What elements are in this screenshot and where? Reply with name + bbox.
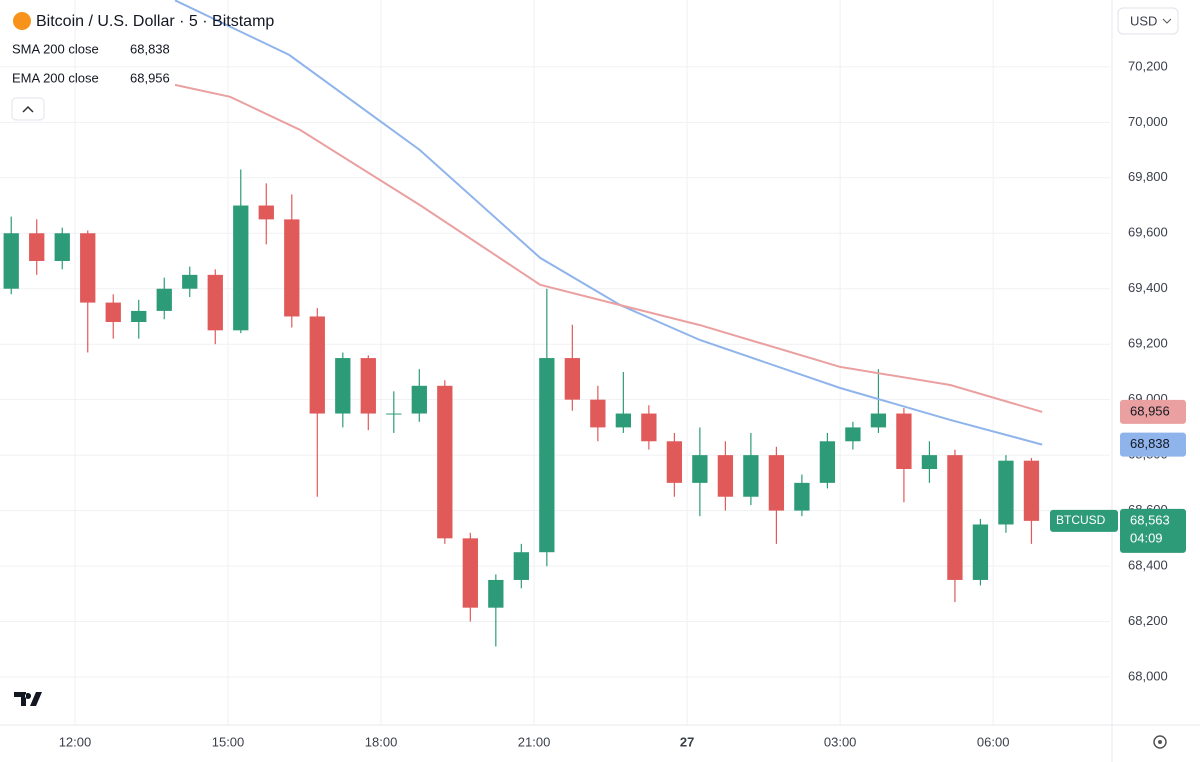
candle-body: [743, 455, 759, 497]
y-tick-label: 69,200: [1128, 336, 1168, 351]
x-tick-label: 03:00: [824, 734, 857, 749]
candle-body: [131, 310, 147, 323]
candle-body: [539, 358, 555, 553]
ma-line: [174, 83, 1043, 413]
x-tick-label: 27: [680, 734, 694, 749]
candle-body: [921, 455, 938, 470]
candle-body: [717, 455, 734, 497]
plot-area: [3, 0, 1043, 647]
symbol-tag: [1050, 509, 1118, 532]
candle-body: [615, 413, 632, 428]
candle-body: [845, 427, 861, 442]
currency-label[interactable]: USD: [1130, 13, 1157, 28]
legend-name: EMA 200 close: [12, 70, 99, 85]
x-tick-label: 21:00: [518, 734, 551, 749]
price-tag-label: 68,838: [1130, 436, 1170, 451]
candle-body: [870, 413, 887, 428]
candle-body: [29, 233, 45, 261]
settings-icon[interactable]: [1153, 735, 1167, 749]
candle-body: [258, 205, 274, 220]
y-tick-label: 69,800: [1128, 169, 1168, 184]
price-tag-label: 68,956: [1130, 403, 1170, 418]
y-tick-label: 70,200: [1128, 58, 1168, 73]
settings-icon-center: [1158, 740, 1162, 744]
candle-body: [590, 399, 606, 428]
x-tick-label: 18:00: [365, 734, 398, 749]
x-tick-label: 06:00: [977, 734, 1010, 749]
candle-body: [335, 358, 351, 414]
y-tick-label: 68,400: [1128, 558, 1168, 573]
legend-name: SMA 200 close: [12, 41, 99, 56]
dropdown-icon: [1162, 18, 1172, 24]
candle-body: [284, 219, 300, 317]
candle-body: [947, 455, 963, 580]
countdown-label: 04:09: [1130, 530, 1163, 545]
grid: [0, 0, 1110, 725]
x-tick-label: 15:00: [212, 734, 245, 749]
legend-value: 68,838: [130, 41, 170, 56]
bitcoin-icon: [13, 12, 31, 30]
last-price-tag: [1120, 508, 1186, 553]
candle-body: [666, 441, 683, 483]
symbol-label: BTCUSD: [1056, 513, 1106, 527]
candle-body: [54, 233, 70, 261]
collapse-button[interactable]: [11, 97, 45, 121]
y-tick-label: 68,200: [1128, 613, 1168, 628]
candle-body: [156, 288, 172, 311]
candle-body: [768, 455, 785, 511]
candle-body: [896, 413, 912, 470]
candle-body: [411, 385, 427, 414]
price-tag: [1120, 399, 1186, 424]
candle-body: [488, 579, 504, 608]
candle-body: [462, 538, 478, 608]
candle-body: [819, 441, 836, 483]
candle-body: [513, 552, 529, 580]
tradingview-logo: [14, 692, 42, 706]
y-tick-label: 69,400: [1128, 280, 1168, 295]
legend-value: 68,956: [130, 70, 170, 85]
price-tag: [1120, 432, 1186, 457]
candle-body: [998, 460, 1014, 525]
candle-body: [3, 233, 19, 289]
y-tick-label: 70,000: [1128, 114, 1168, 129]
y-tick-label: 69,600: [1128, 225, 1168, 240]
y-tick-label: 68,000: [1128, 668, 1168, 683]
candle-body: [233, 205, 249, 331]
candle-body: [386, 413, 402, 415]
last-price-label: 68,563: [1130, 512, 1170, 527]
candle-body: [692, 455, 708, 483]
candle-body: [309, 316, 325, 414]
chart-title: Bitcoin / U.S. Dollar · 5 · Bitstamp: [36, 13, 274, 30]
candle-body: [564, 358, 580, 400]
candle-body: [207, 274, 223, 331]
currency-button[interactable]: [1117, 7, 1179, 35]
candle-body: [794, 482, 810, 511]
candle-body: [1023, 460, 1040, 521]
x-tick-label: 12:00: [59, 734, 92, 749]
candle-body: [641, 413, 657, 442]
candle-body: [437, 385, 453, 539]
collapse-icon: [22, 105, 34, 113]
candle-body: [105, 302, 121, 323]
candle-body: [182, 274, 198, 289]
candle-body: [360, 358, 376, 414]
candle-body: [972, 524, 989, 580]
candle-body: [80, 233, 96, 303]
